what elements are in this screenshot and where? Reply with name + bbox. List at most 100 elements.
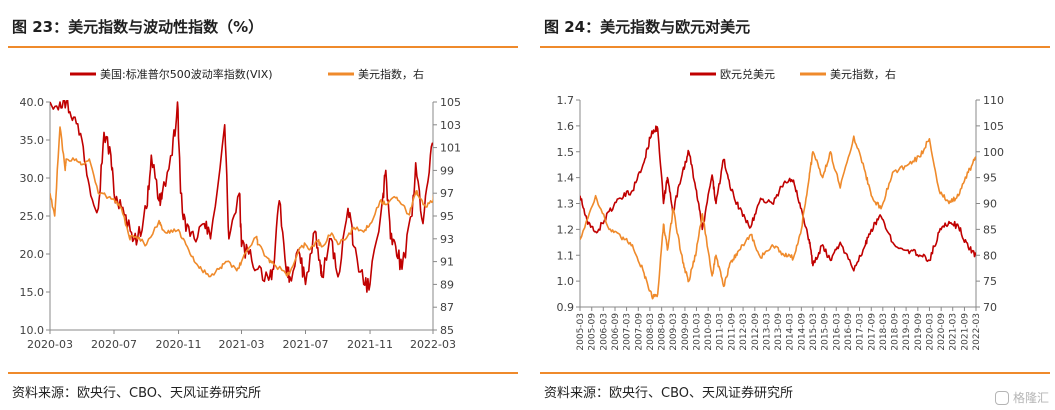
series-line-right [580,135,976,300]
watermark-text: 格隆汇 [1012,391,1049,405]
y-right-tick-label: 105 [983,120,1004,133]
y-left-tick-label: 1.5 [557,146,575,159]
x-tick-label: 2005-03 [576,313,586,351]
dual-axis-line-chart: 0.9 1.0 1.1 1.2 1.3 1.4 1.5 1.6 1.7 70 75 80 85 90 95 1… [557,67,1005,351]
y-left-tick-label: 1.4 [557,172,575,185]
x-tick-label: 2015-09 [821,313,831,351]
y-right-tick-label: 105 [440,96,461,109]
x-tick-label: 2019-09 [914,313,924,351]
x-tick-label: 2021-03 [219,338,265,351]
y-right-tick-label: 91 [440,256,454,269]
legend-label: 美元指数，右 [830,67,896,81]
x-tick-label: 2009-03 [669,313,679,351]
y-right-tick-label: 75 [983,275,997,288]
y-right-tick-label: 80 [983,249,997,262]
x-tick-label: 2021-11 [347,338,393,351]
series-line-right [50,126,433,278]
y-right-tick-label: 97 [440,187,454,200]
y-left-tick-label: 1.2 [557,223,575,236]
y-left-tick-label: 0.9 [557,301,575,314]
y-left-tick-label: 15.0 [20,286,45,299]
legend-label: 欧元兑美元 [720,67,775,81]
source-divider [8,372,518,374]
x-tick-label: 2007-09 [634,313,644,351]
y-right-tick-label: 103 [440,119,461,132]
y-right-tick-label: 90 [983,198,997,211]
x-tick-label: 2014-03 [786,313,796,351]
x-tick-label: 2012-09 [751,313,761,351]
x-tick-label: 2007-03 [623,313,633,351]
y-left-tick-label: 25.0 [20,210,45,223]
series-line-left [50,100,433,293]
x-tick-label: 2022-03 [410,338,456,351]
x-tick-label: 2016-09 [844,313,854,351]
x-tick-label: 2008-03 [646,313,656,351]
y-left-tick-label: 1.1 [557,249,575,262]
x-tick-label: 2012-03 [739,313,749,351]
legend-label: 美国:标准普尔500波动率指数(VIX) [100,67,273,81]
y-right-tick-label: 89 [440,278,454,291]
x-tick-label: 2020-03 [27,338,73,351]
series-line-left [580,125,976,272]
x-tick-label: 2016-03 [832,313,842,351]
chart-panel-eurusd: 图 24：美元指数与欧元对美元 0.9 1.0 1.1 1.2 1.3 1.4 1.5 1.6… [540,0,1050,410]
x-tick-label: 2020-03 [925,313,935,351]
x-tick-label: 2010-03 [692,313,702,351]
x-tick-label: 2017-09 [867,313,877,351]
x-tick-label: 2018-03 [879,313,889,351]
x-tick-label: 2021-09 [960,313,970,351]
y-right-tick-label: 110 [983,94,1004,107]
source-note: 资料来源：欧央行、CBO、天风证券研究所 [12,386,261,401]
x-tick-label: 2021-07 [283,338,329,351]
x-tick-label: 2014-09 [797,313,807,351]
x-tick-label: 2008-09 [658,313,668,351]
watermark: 格隆汇 [994,389,1049,406]
x-tick-label: 2015-03 [809,313,819,351]
x-tick-label: 2020-11 [156,338,202,351]
y-left-tick-label: 1.3 [557,198,575,211]
y-left-tick-label: 1.7 [557,94,575,107]
x-tick-label: 2005-09 [588,313,598,351]
x-tick-label: 2006-03 [599,313,609,351]
gelonghui-logo-icon [994,390,1009,405]
x-tick-label: 2009-09 [681,313,691,351]
x-tick-label: 2011-09 [727,313,737,351]
x-tick-label: 2013-03 [762,313,772,351]
y-right-tick-label: 87 [440,301,454,314]
title-divider [8,46,518,48]
y-left-tick-label: 1.6 [557,120,575,133]
dual-axis-line-chart: 10.0 15.0 20.0 25.0 30.0 35.0 40.0 85 87 89 91 93 95… [20,67,462,351]
source-note: 资料来源：欧央行、CBO、天风证券研究所 [544,386,793,401]
y-right-tick-label: 95 [983,172,997,185]
x-tick-label: 2021-03 [949,313,959,351]
y-right-tick-label: 70 [983,301,997,314]
x-tick-label: 2018-09 [891,313,901,351]
chart-panel-vix: 图 23：美元指数与波动性指数（%） 10.0 15.0 20.0 25.0 30.0 3… [8,0,518,410]
chart-title: 图 24：美元指数与欧元对美元 [544,18,751,36]
y-right-tick-label: 93 [440,233,454,246]
legend-label: 美元指数，右 [358,67,424,81]
x-tick-label: 2006-09 [611,313,621,351]
y-left-tick-label: 10.0 [20,324,45,337]
x-tick-label: 2011-03 [716,313,726,351]
y-right-tick-label: 101 [440,142,461,155]
y-right-tick-label: 85 [440,324,454,337]
y-right-tick-label: 100 [983,146,1004,159]
chart-title: 图 23：美元指数与波动性指数（%） [12,18,264,36]
source-divider [540,372,1050,374]
x-tick-label: 2020-09 [937,313,947,351]
y-left-tick-label: 35.0 [20,134,45,147]
y-right-tick-label: 95 [440,210,454,223]
title-divider [540,46,1050,48]
y-left-tick-label: 1.0 [557,275,575,288]
y-left-tick-label: 20.0 [20,248,45,261]
x-tick-label: 2019-03 [902,313,912,351]
x-tick-label: 2020-07 [91,338,137,351]
x-tick-label: 2017-03 [856,313,866,351]
x-tick-label: 2022-03 [972,313,982,351]
y-right-tick-label: 85 [983,223,997,236]
x-tick-label: 2013-09 [774,313,784,351]
y-left-tick-label: 40.0 [20,96,45,109]
y-right-tick-label: 99 [440,164,454,177]
y-left-tick-label: 30.0 [20,172,45,185]
